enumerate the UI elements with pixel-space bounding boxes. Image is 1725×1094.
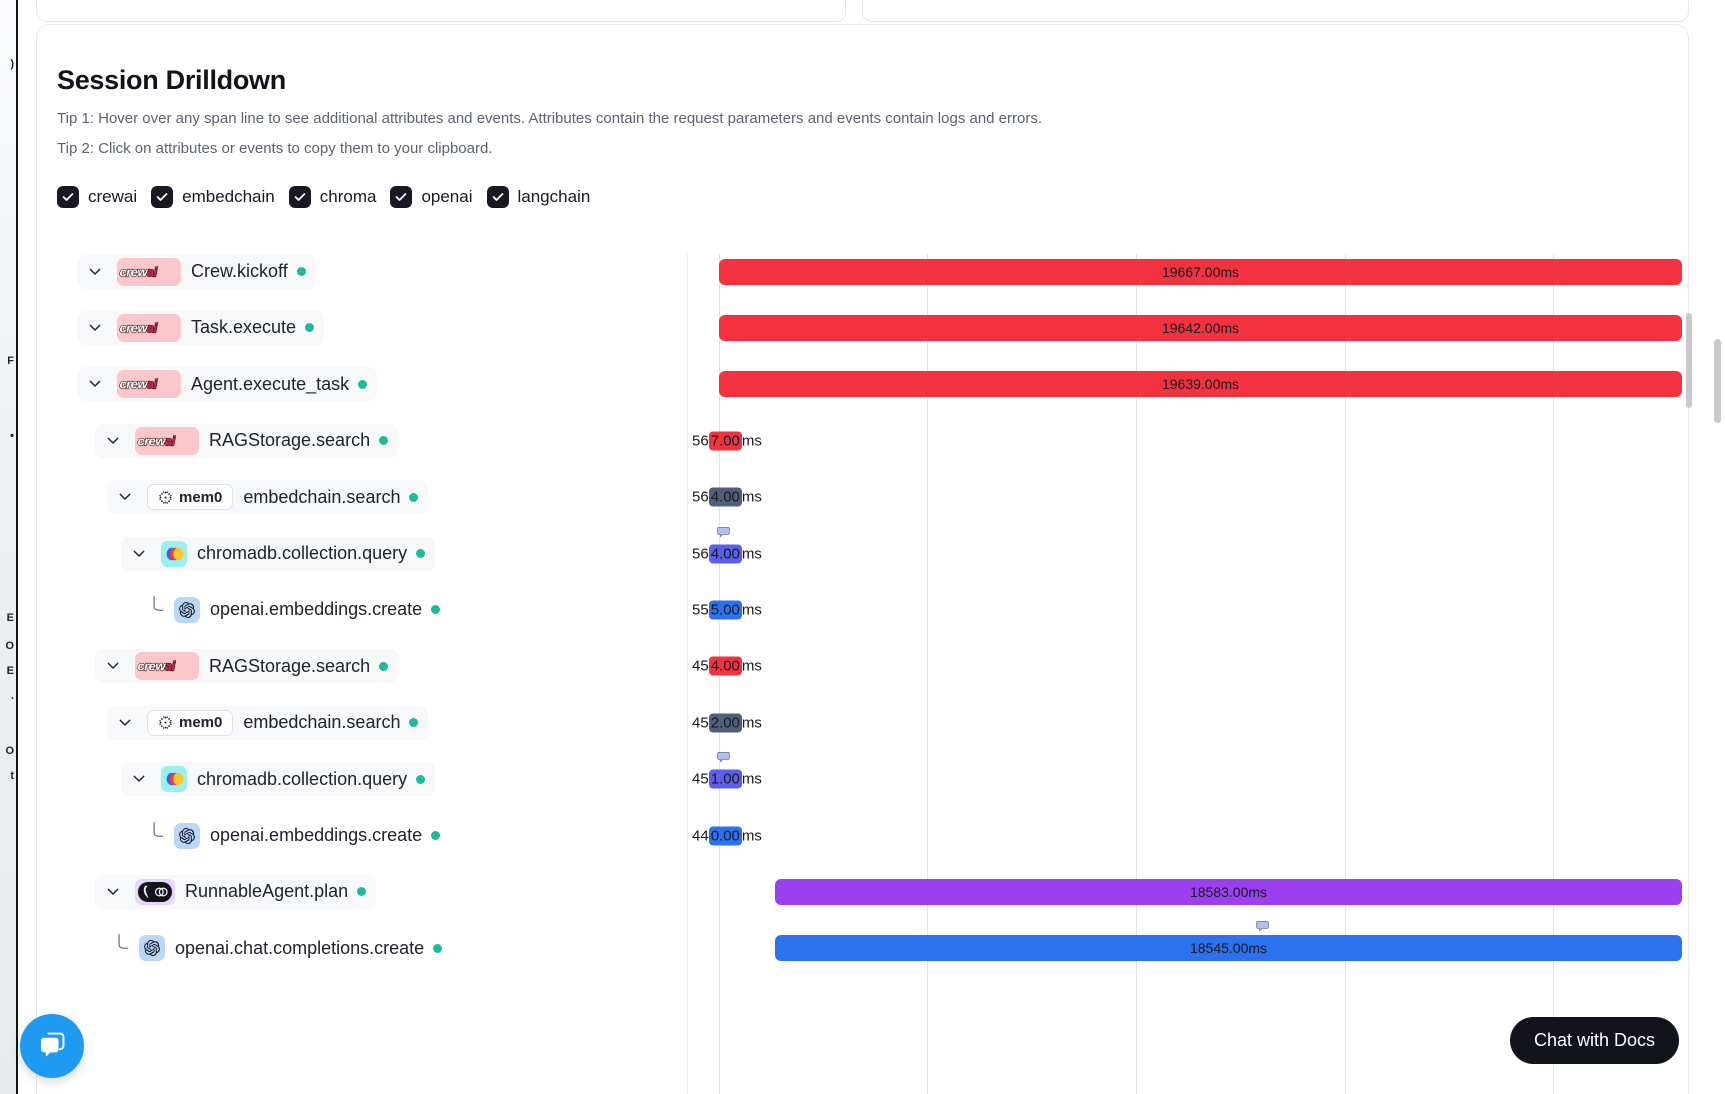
svg-text:crewai: crewai <box>119 264 157 279</box>
svg-text:crewai: crewai <box>137 433 175 448</box>
svg-text:crewai: crewai <box>119 320 157 335</box>
svg-text:crewai: crewai <box>137 659 175 674</box>
svg-text:crewai: crewai <box>119 377 157 392</box>
